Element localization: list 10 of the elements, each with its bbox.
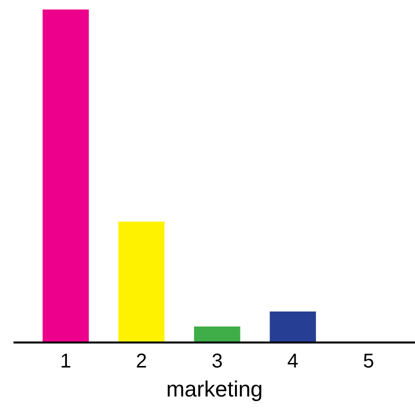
- x-axis-title: marketing: [166, 376, 263, 402]
- x-tick-label: 5: [363, 350, 374, 372]
- x-tick-label: 4: [287, 350, 298, 372]
- x-tick-label: 1: [60, 350, 72, 372]
- x-tick-label: 2: [136, 350, 148, 372]
- x-tick-label: 3: [212, 350, 223, 372]
- bar: [270, 312, 316, 342]
- bar: [194, 326, 240, 342]
- bar: [42, 9, 89, 342]
- bar: [118, 222, 165, 342]
